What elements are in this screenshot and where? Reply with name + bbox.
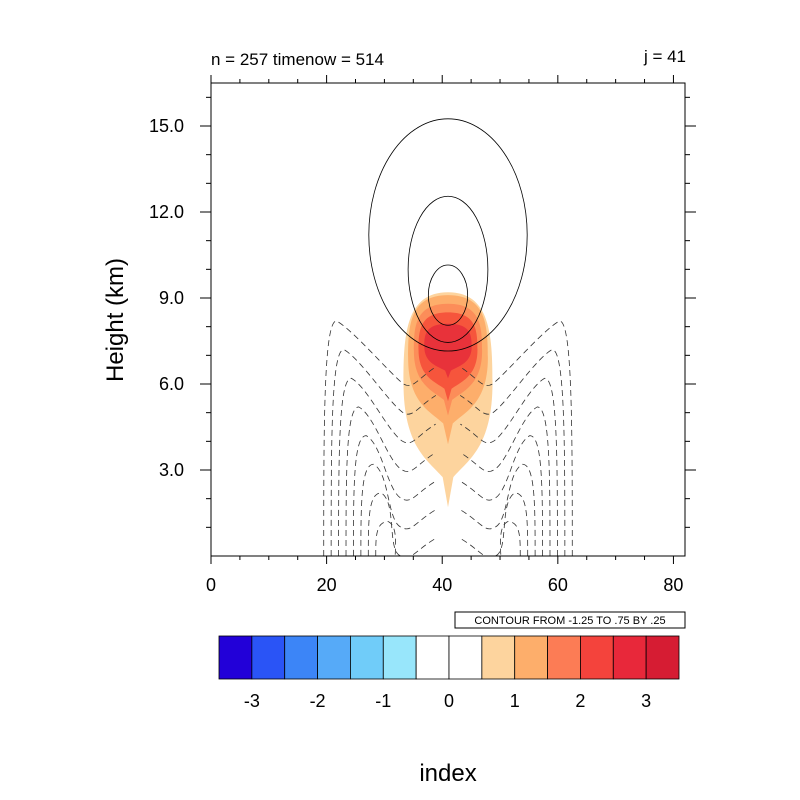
negative-contour-2-left: [338, 377, 436, 556]
header-left: n = 257 timenow = 514: [211, 50, 384, 69]
colorbar-swatch: [251, 635, 286, 680]
colorbar-swatch: [218, 635, 253, 680]
y-axis-label: Height (km): [102, 258, 129, 382]
colorbar-swatch: [645, 635, 680, 680]
x-tick-label: 80: [663, 575, 683, 595]
colorbar-swatch: [580, 635, 614, 680]
y-tick-label: 15.0: [149, 116, 184, 136]
negative-contour-4-left: [353, 435, 436, 556]
filled-contours: [403, 292, 493, 508]
x-tick-label: 20: [317, 575, 337, 595]
colorbar-tick-label: -2: [310, 691, 326, 711]
plot-frame: [210, 82, 686, 557]
colorbar: -3 -2 -1 0 1 2 3: [218, 635, 680, 711]
negative-contour-7-left: [375, 521, 396, 556]
colorbar-swatch: [448, 635, 483, 680]
positive-contour-0: [368, 118, 528, 352]
colorbar-tick-label: -1: [375, 691, 391, 711]
colorbar-tick-label: 0: [444, 691, 454, 711]
negative-contour-1-left: [330, 349, 437, 556]
colorbar-tick-label: 1: [510, 691, 520, 711]
plot-area: [323, 118, 573, 556]
colorbar-swatch: [547, 635, 581, 680]
colorbar-swatch: [612, 635, 647, 680]
axis-ticks: 0 20 40 60 80 3.0 6.0 9.0 12.0 15.0: [149, 75, 696, 595]
x-tick-label: 0: [206, 575, 216, 595]
colorbar-swatch: [514, 635, 548, 680]
negative-contour-4-right: [460, 435, 543, 556]
colorbar-swatch: [382, 635, 417, 680]
colorbar-tick-label: 2: [575, 691, 585, 711]
x-tick-label: 40: [432, 575, 452, 595]
y-tick-label: 12.0: [149, 202, 184, 222]
x-tick-label: 60: [548, 575, 568, 595]
colorbar-swatch: [317, 635, 351, 680]
colorbar-swatch: [350, 635, 384, 680]
negative-contour-2-right: [460, 377, 558, 556]
contour-info-text: CONTOUR FROM -1.25 TO .75 BY .25: [474, 615, 665, 627]
negative-contour-6-right: [460, 492, 529, 556]
negative-contour-5-right: [460, 463, 536, 556]
colorbar-swatch: [284, 635, 318, 680]
header-right: j = 41: [643, 47, 686, 66]
y-tick-label: 6.0: [159, 374, 184, 394]
x-axis-label: index: [419, 760, 476, 787]
negative-contour-5-left: [360, 463, 436, 556]
positive-contour-1: [407, 195, 489, 343]
colorbar-swatch: [481, 635, 516, 680]
negative-contour-1-right: [459, 349, 566, 556]
colorbar-swatch: [415, 635, 450, 680]
negative-contour-0-left: [323, 320, 437, 556]
negative-contour-0-right: [459, 320, 573, 556]
negative-contour-7-right: [500, 521, 521, 556]
line-contours: [323, 118, 573, 556]
negative-contour-6-left: [367, 492, 436, 556]
y-tick-label: 3.0: [159, 460, 184, 480]
contour-info-box: CONTOUR FROM -1.25 TO .75 BY .25: [454, 611, 686, 629]
y-tick-label: 9.0: [159, 288, 184, 308]
colorbar-tick-label: -3: [244, 691, 260, 711]
positive-contour-2: [427, 264, 469, 326]
colorbar-tick-label: 3: [641, 691, 651, 711]
